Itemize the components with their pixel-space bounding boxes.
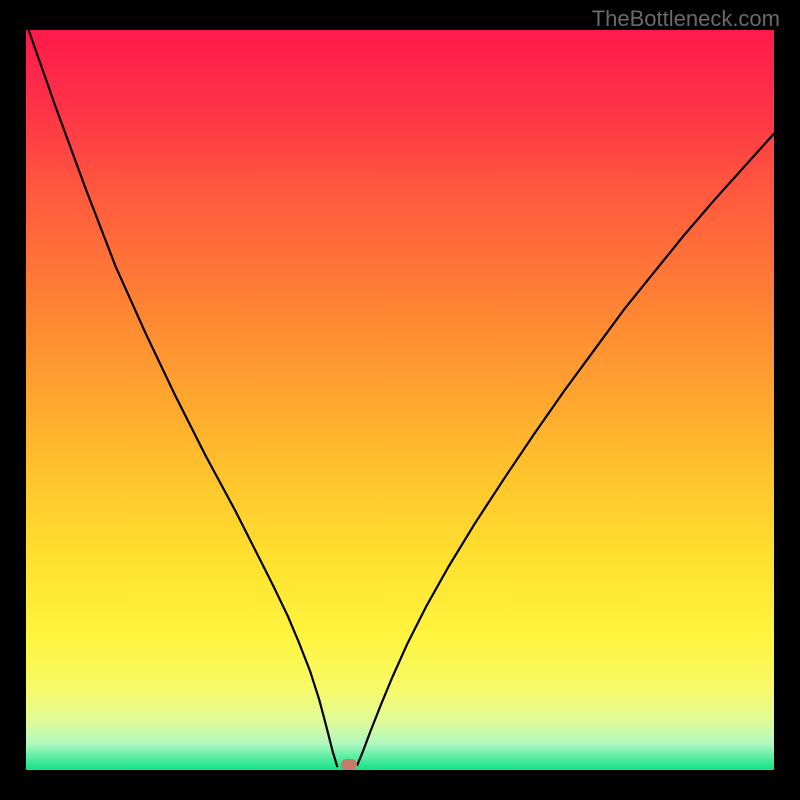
bottleneck-chart — [26, 30, 774, 770]
optimal-point-marker — [341, 759, 357, 770]
bottleneck-curve — [26, 30, 774, 770]
source-watermark: TheBottleneck.com — [592, 6, 780, 32]
